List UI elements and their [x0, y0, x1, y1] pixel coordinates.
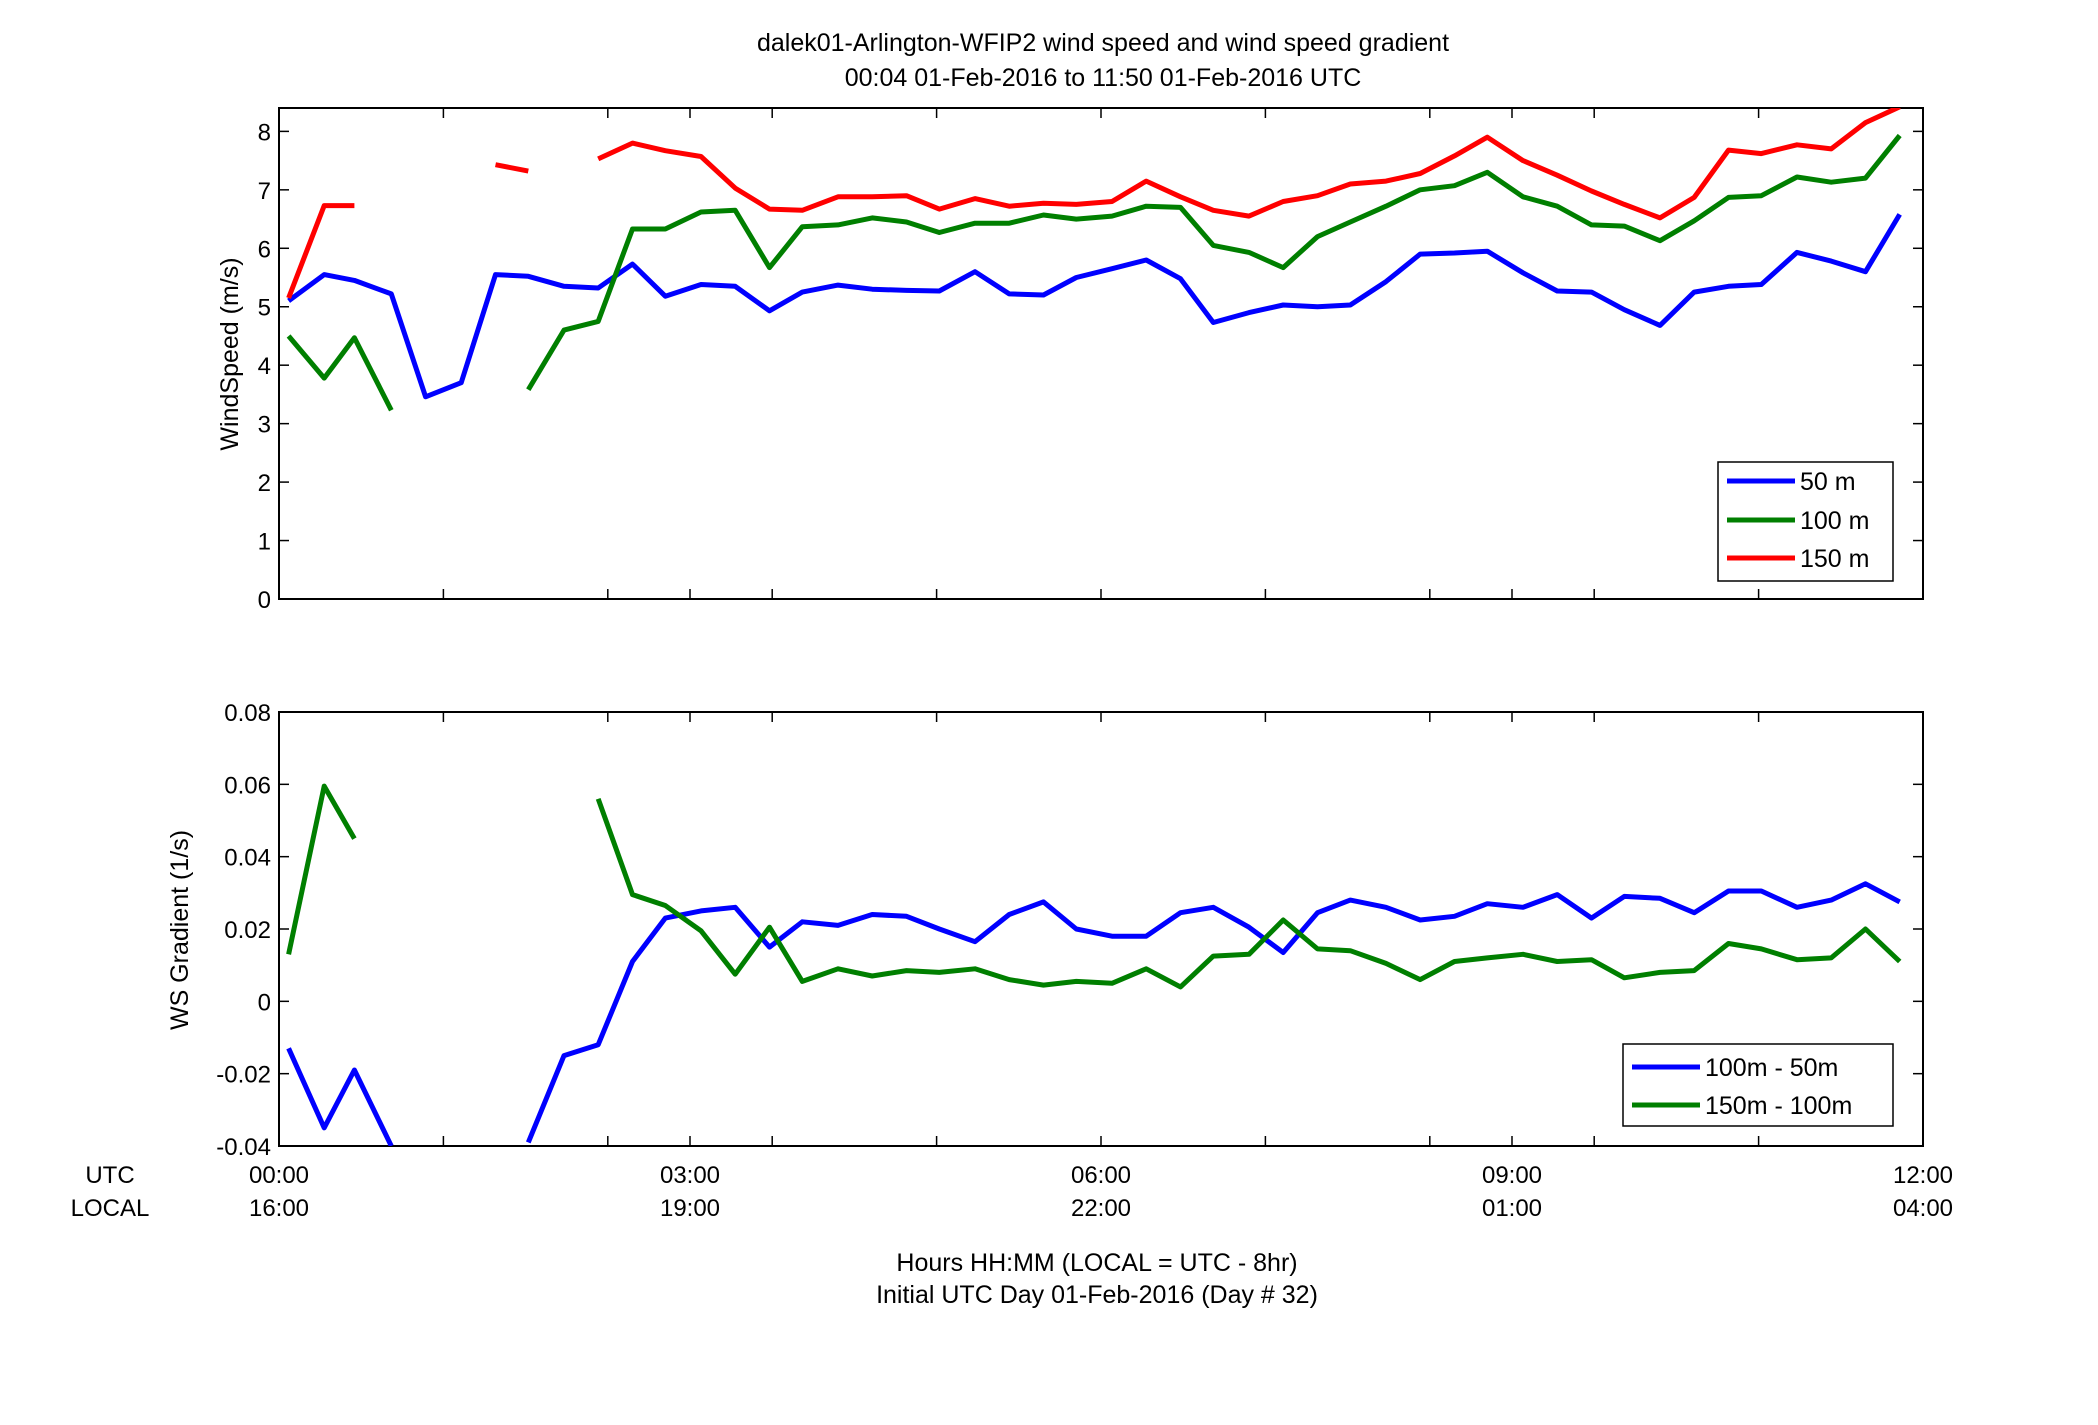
xtick-label-local: 19:00 — [660, 1195, 720, 1222]
speed-ytick-label: 4 — [258, 353, 271, 380]
gradient-series-line-2 — [286, 783, 1902, 990]
xtick-label-local: 16:00 — [249, 1195, 309, 1222]
xtick-label-local: 01:00 — [1482, 1195, 1542, 1222]
xtick-label-utc: 03:00 — [660, 1162, 720, 1189]
gradient-ytick-label: -0.04 — [216, 1134, 271, 1161]
gradient-legend: 100m - 50m 150m - 100m — [1622, 1043, 1894, 1127]
gradient-ytick-label: 0.08 — [224, 700, 271, 727]
gradient-legend-box — [1622, 1043, 1894, 1127]
legend-label-50m: 50 m — [1800, 468, 1856, 496]
xlabel-line1: Hours HH:MM (LOCAL = UTC - 8hr) — [896, 1249, 1297, 1277]
speed-ytick-label: 8 — [258, 119, 271, 146]
wind-speed-ticks: 0 1 2 3 4 5 6 7 8 — [258, 108, 1924, 614]
speed-ytick-label: 0 — [258, 587, 271, 614]
gradient-ytick-label: 0.04 — [224, 845, 271, 872]
gradient-ytick-label: 0.02 — [224, 917, 271, 944]
speed-ytick-label: 5 — [258, 295, 271, 322]
wind-speed-axes-box — [278, 107, 1924, 600]
legend-label-100m: 100 m — [1800, 507, 1869, 535]
xtick-label-utc: 09:00 — [1482, 1162, 1542, 1189]
utc-row-label: UTC — [85, 1162, 134, 1189]
speed-ytick-label: 6 — [258, 236, 271, 263]
xtick-label-utc: 12:00 — [1893, 1162, 1953, 1189]
gradient-panel: -0.04 -0.02 0 0.02 0.04 0.06 0.08 00:00 16:00 03:… — [166, 700, 1953, 1222]
wind-speed-series — [286, 108, 1902, 412]
speed-series-line-3 — [286, 108, 1901, 299]
chart-subtitle: 00:04 01-Feb-2016 to 11:50 01-Feb-2016 U… — [845, 64, 1362, 92]
wind-speed-legend: 50 m 100 m 150 m — [1717, 461, 1894, 582]
local-row-label: LOCAL — [71, 1195, 150, 1222]
speed-ytick-label: 3 — [258, 412, 271, 439]
speed-ytick-label: 7 — [258, 178, 271, 205]
speed-ytick-label: 2 — [258, 470, 271, 497]
xtick-label-utc: 00:00 — [249, 1162, 309, 1189]
gradient-ticks: -0.04 -0.02 0 0.02 0.04 0.06 0.08 00:00 16:00 03:… — [216, 700, 1953, 1222]
legend-label-150m: 150 m — [1800, 545, 1869, 573]
speed-series-line-1 — [287, 213, 1902, 400]
chart-title: dalek01-Arlington-WFIP2 wind speed and w… — [757, 29, 1449, 57]
legend-label-150m-100m: 150m - 100m — [1705, 1092, 1852, 1120]
gradient-ytick-label: 0.06 — [224, 772, 271, 799]
xtick-label-local: 04:00 — [1893, 1195, 1953, 1222]
xtick-label-local: 22:00 — [1071, 1195, 1131, 1222]
gradient-ylabel: WS Gradient (1/s) — [166, 830, 194, 1030]
gradient-ytick-label: 0 — [258, 989, 271, 1016]
wind-speed-ylabel: WindSpeed (m/s) — [216, 257, 244, 450]
gradient-ytick-label: -0.02 — [216, 1062, 271, 1089]
speed-ytick-label: 1 — [258, 529, 271, 556]
xtick-label-utc: 06:00 — [1071, 1162, 1131, 1189]
legend-label-100m-50m: 100m - 50m — [1705, 1054, 1838, 1082]
speed-series-line-2 — [286, 133, 1902, 412]
wind-speed-panel: 0 1 2 3 4 5 6 7 8 WindSpeed (m/s) 50 m 100 m 150… — [216, 107, 1924, 614]
gradient-series — [286, 783, 1902, 1146]
xlabel-line2: Initial UTC Day 01-Feb-2016 (Day # 32) — [876, 1281, 1318, 1309]
gradient-series-line-1 — [286, 881, 1901, 1146]
